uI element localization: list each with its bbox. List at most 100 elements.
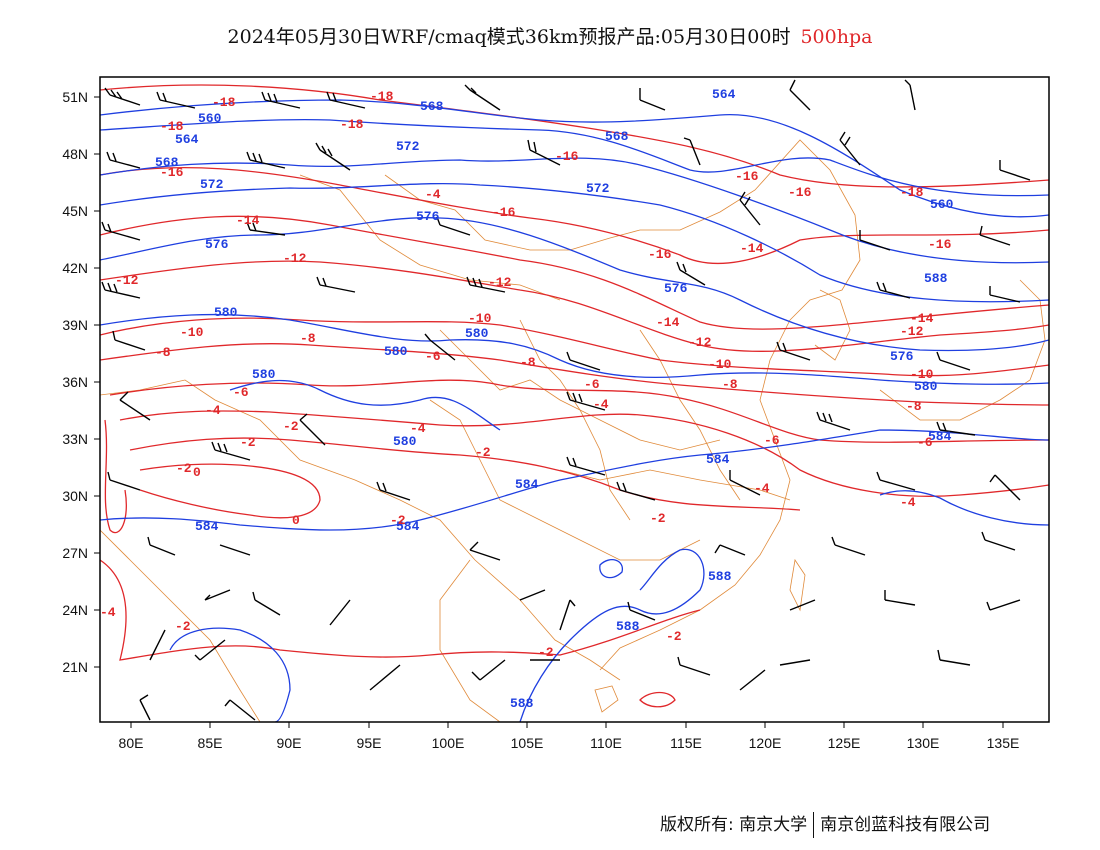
temp-label: -14: [740, 241, 764, 256]
lat-tick-label: 39N: [62, 317, 88, 333]
wind-barb: [639, 88, 666, 111]
temp-label: -2: [390, 513, 406, 528]
wind-barb: [989, 474, 1021, 501]
lat-tick-label: 30N: [62, 488, 88, 504]
height-label: 588: [616, 619, 640, 634]
korea: [814, 289, 851, 361]
temp-label: -4: [425, 187, 441, 202]
wind-barb: [252, 591, 281, 616]
wind-barb: [676, 261, 706, 286]
wind-barb: [106, 151, 141, 169]
wind-barb: [839, 131, 861, 166]
contour-568: [100, 157, 1049, 264]
boundary-lines: [100, 139, 1046, 722]
indochina: [439, 559, 501, 722]
wind-barb: [729, 470, 761, 496]
wind-barb: [119, 391, 151, 421]
wind-barb: [107, 471, 141, 491]
wind-barb: [616, 481, 656, 501]
temp-label: -6: [425, 349, 441, 364]
height-label: 564: [712, 87, 736, 102]
wind-barb: [149, 629, 166, 661]
temp-label: -18: [370, 89, 394, 104]
wind-barb: [101, 221, 141, 241]
wind-barb: [104, 87, 141, 106]
wind-barb: [779, 659, 811, 666]
wind-barb: [739, 669, 766, 691]
contour-584: [100, 429, 1049, 531]
isotherm-14: [100, 215, 1049, 330]
lon-tick-label: 85E: [198, 735, 223, 751]
wind-barb: [246, 151, 286, 169]
height-label: 580: [393, 434, 417, 449]
contour-588c: [599, 559, 623, 579]
wind-barb: [904, 79, 916, 111]
wind-barb: [789, 79, 811, 111]
height-label: 580: [465, 326, 489, 341]
wind-barb: [876, 471, 916, 491]
copyright-owner-2: 南京创蓝科技有限公司: [820, 815, 991, 835]
wind-barb: [316, 276, 356, 293]
wind-barb: [194, 639, 226, 661]
wind-barb: [936, 351, 971, 371]
height-label: 584: [706, 452, 730, 467]
wind-barb: [261, 91, 301, 109]
copyright-owner-1: 南京大学: [739, 815, 808, 835]
wind-barb: [436, 216, 471, 236]
height-label: 560: [930, 197, 954, 212]
chart-title: 2024年05月30日WRF/cmaq模式36km预报产品:05月30日00时 5…: [0, 22, 1100, 49]
contour-584b: [879, 490, 1049, 526]
province-lines-1: [439, 329, 721, 451]
wind-barb: [469, 541, 501, 561]
wind-barb: [937, 649, 971, 666]
province-lines-2: [429, 399, 701, 561]
temp-label: -16: [555, 149, 579, 164]
contour-572: [100, 182, 1049, 303]
wind-barb: [739, 191, 761, 226]
temp-label: -2: [475, 445, 491, 460]
temp-label: -16: [648, 247, 672, 262]
lat-tick-label: 48N: [62, 146, 88, 162]
height-label: 584: [928, 429, 952, 444]
hainan: [594, 685, 619, 713]
wind-barb: [876, 281, 911, 299]
wind-barb: [315, 142, 351, 171]
isotherm-8: [100, 343, 1049, 406]
wind-barb: [112, 330, 146, 351]
copyright-label: 版权所有:: [660, 815, 734, 835]
wind-barb: [326, 91, 366, 109]
lon-tick-label: 130E: [907, 735, 940, 751]
isotherm-16a: [100, 166, 1049, 264]
wind-barb: [816, 411, 851, 431]
temp-label: -4: [410, 421, 426, 436]
contour-564: [100, 119, 1049, 197]
temp-label: -4: [100, 605, 116, 620]
lat-tick-label: 45N: [62, 203, 88, 219]
yangtze: [559, 469, 791, 501]
wind-barb: [986, 599, 1021, 611]
temp-label: -8: [906, 399, 922, 414]
wind-barb: [224, 699, 256, 721]
height-label: 564: [175, 132, 199, 147]
wind-barb: [789, 599, 816, 611]
wind-barb: [424, 333, 456, 361]
temp-label: -2: [175, 619, 191, 634]
contour-560: [100, 99, 1049, 218]
temp-label: -2: [538, 645, 554, 660]
wind-barb: [369, 664, 401, 691]
temp-label: -2: [650, 511, 666, 526]
wind-barb: [677, 656, 711, 676]
height-label: 588: [924, 271, 948, 286]
temp-label: -16: [788, 185, 812, 200]
lon-tick-label: 135E: [987, 735, 1020, 751]
temp-label: -16: [492, 205, 516, 220]
wind-barb: [776, 341, 811, 361]
temp-label: -12: [283, 251, 307, 266]
temp-label: -10: [910, 367, 934, 382]
wind-barb: [246, 221, 286, 236]
wind-barb: [219, 544, 251, 556]
wind-barb: [981, 531, 1016, 551]
lon-tick-label: 105E: [511, 735, 544, 751]
wind-barb: [101, 281, 141, 299]
